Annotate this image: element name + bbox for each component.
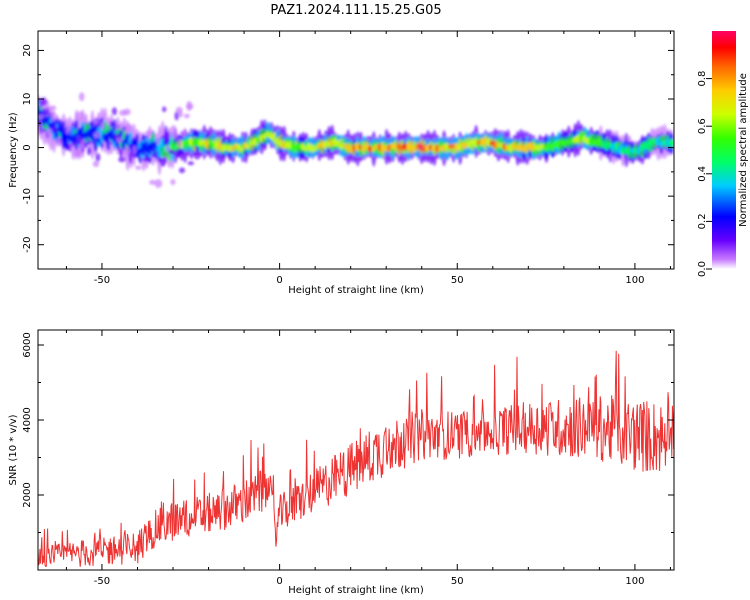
y-tick-label: 20 <box>22 44 33 57</box>
colorbar-ticks: 0.0 0.2 0.4 0.6 0.8 <box>697 71 712 277</box>
heatmap-cell <box>155 138 161 145</box>
y-tick-label: 0 <box>22 144 33 150</box>
heatmap-cell <box>180 130 186 138</box>
colorbar-tick-label: 0.4 <box>697 166 708 182</box>
heatmap-cell <box>159 157 167 167</box>
heatmap-cell <box>175 148 182 157</box>
y-tick-label: 6000 <box>22 332 33 357</box>
snr-y-axis-label: SNR (10 * v/v) <box>8 414 19 485</box>
x-tick-label: 50 <box>451 275 464 286</box>
heatmap-cell <box>164 131 171 142</box>
heatmap-cell <box>118 109 127 116</box>
heatmap-cell <box>105 157 114 166</box>
snr-series-line <box>38 350 674 567</box>
heatmap-cell <box>49 111 55 118</box>
heatmap-cell <box>99 121 105 131</box>
heatmap-cell <box>75 135 82 145</box>
heatmap-cell <box>75 111 84 121</box>
x-tick-label: 0 <box>276 275 282 286</box>
y-tick-label: -10 <box>22 188 33 204</box>
colorbar: 0.0 0.2 0.4 0.6 0.8 Normalized spectral ampl… <box>697 31 749 277</box>
heatmap-cell <box>51 125 58 133</box>
colorbar-label: Normalized spectral amplitude <box>738 73 749 227</box>
heatmap-cell <box>118 156 126 163</box>
heatmap-cell <box>93 131 101 139</box>
heatmap-cell <box>46 127 53 137</box>
heatmap-cell <box>145 130 151 136</box>
heatmap-cell <box>177 137 182 148</box>
y-tick-label: 4000 <box>22 407 33 432</box>
spectrogram-frame <box>37 30 675 270</box>
heatmap-cell <box>65 128 70 135</box>
x-tick-label: 100 <box>625 576 644 587</box>
heatmap-cell <box>162 106 167 113</box>
heatmap-cell <box>92 160 100 168</box>
x-tick-label: 50 <box>451 576 464 587</box>
snr-ticks: -50 0 50 100 2000 4000 6000 <box>22 330 674 587</box>
y-tick-label: 2000 <box>22 482 33 507</box>
heatmap-cell <box>39 97 48 106</box>
heatmap-cell <box>171 131 179 140</box>
heatmap-cell <box>142 157 151 162</box>
heatmap-cell <box>183 113 190 119</box>
heatmap-cell <box>95 152 101 162</box>
colorbar-tick-label: 0.2 <box>697 213 708 229</box>
heatmap-cell <box>135 165 142 170</box>
heatmap-cell <box>175 106 183 114</box>
heatmap-cell <box>174 111 179 121</box>
colorbar-tick-label: 0.0 <box>697 261 708 277</box>
heatmap-cell <box>123 145 131 155</box>
heatmap-cell <box>78 92 85 102</box>
snr-frame <box>37 329 675 571</box>
x-tick-label: -50 <box>94 275 110 286</box>
heatmap-cell <box>115 137 123 143</box>
heatmap-cell <box>126 123 132 133</box>
x-tick-label: 100 <box>625 275 644 286</box>
heatmap-cell <box>154 179 163 188</box>
heatmap-cell <box>193 150 201 160</box>
spectrogram-x-axis-label: Height of straight line (km) <box>288 285 424 296</box>
heatmap-cell <box>92 117 99 125</box>
x-tick-label: 0 <box>276 576 282 587</box>
colorbar-tick-label: 0.8 <box>697 71 708 87</box>
y-tick-label: -20 <box>22 237 33 253</box>
heatmap-cell <box>168 149 176 155</box>
y-tick-label: 10 <box>22 93 33 106</box>
spectrogram-y-axis-label: Frequency (Hz) <box>8 112 19 188</box>
heatmap-cell <box>55 136 62 147</box>
spectrogram-ridge <box>38 92 674 188</box>
snr-x-axis-label: Height of straight line (km) <box>288 585 424 596</box>
heatmap-cell <box>164 145 171 153</box>
colorbar-gradient <box>712 31 736 269</box>
snr-panel: -50 0 50 100 2000 4000 6000 Height of straight… <box>8 329 675 596</box>
heatmap-cell <box>187 161 195 166</box>
heatmap-cell <box>178 167 186 174</box>
heatmap-cell <box>38 114 45 119</box>
heatmap-cell <box>111 107 117 116</box>
heatmap-cell <box>668 139 674 146</box>
heatmap-cell <box>149 179 156 185</box>
figure-title: PAZ1.2024.111.15.25.G05 <box>270 3 441 18</box>
colorbar-tick-label: 0.6 <box>697 118 708 134</box>
heatmap-cell <box>87 147 92 156</box>
heatmap-cell <box>115 125 122 130</box>
heatmap-cell <box>186 104 194 109</box>
heatmap-cell <box>89 122 96 127</box>
heatmap-cell <box>49 105 57 111</box>
x-tick-label: -50 <box>94 576 110 587</box>
heatmap-cell <box>76 148 82 157</box>
heatmap-cell <box>170 179 176 185</box>
heatmap-cell <box>132 145 137 155</box>
